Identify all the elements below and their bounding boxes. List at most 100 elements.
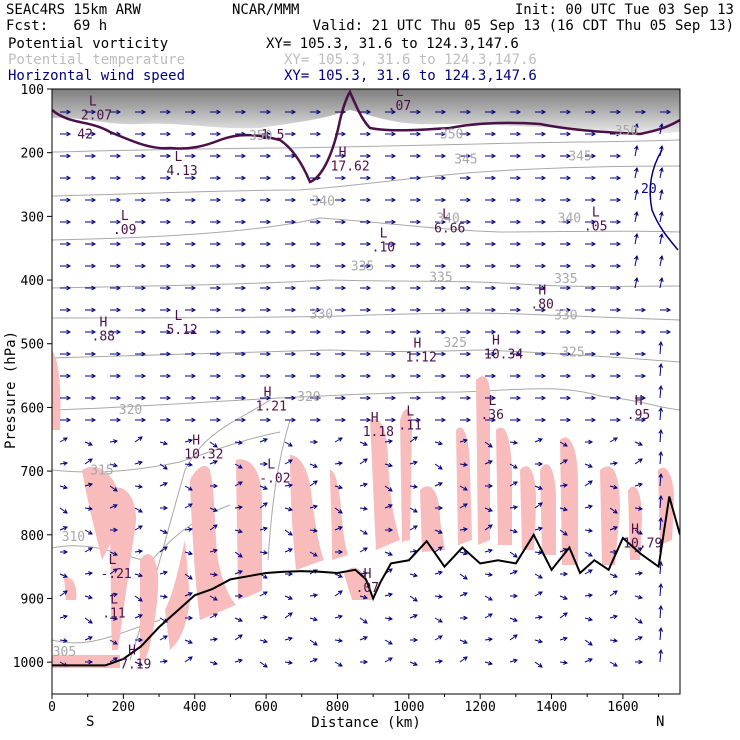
wind-arrow-48: [634, 122, 639, 135]
wind-arrow-513: [384, 551, 393, 556]
extremum-value-16: .05: [584, 219, 607, 234]
wind-arrow-546: [584, 569, 593, 575]
wind-arrow-437: [359, 482, 369, 488]
wind-arrow-195: [560, 263, 572, 269]
wind-arrow-633: [259, 661, 268, 668]
wind-arrow-594: [534, 615, 544, 620]
y-axis-title: Pressure (hPa): [3, 331, 19, 449]
positive-pv-shading-0: [52, 350, 61, 430]
wind-arrow-356: [210, 417, 222, 423]
wind-arrow-4: [160, 109, 172, 115]
wind-arrow-595: [559, 612, 568, 619]
wind-arrow-473: [634, 506, 644, 511]
wind-arrow-311: [335, 373, 347, 379]
wind-arrow-56: [210, 153, 222, 159]
wind-arrow-2: [110, 109, 122, 115]
wind-arrow-269: [535, 329, 547, 335]
wind-arrow-502: [109, 551, 118, 556]
wind-arrow-597: [609, 614, 619, 620]
wind-arrow-544: [534, 573, 543, 579]
wind-arrow-468: [509, 505, 519, 510]
extremum-marker-2: L: [174, 150, 182, 165]
wind-arrow-347: [610, 395, 622, 401]
wind-arrow-565: [434, 594, 444, 599]
wind-arrow-499: [658, 516, 664, 531]
wind-arrow-66: [460, 153, 472, 159]
wind-arrow-449: [658, 472, 664, 487]
wind-arrow-462: [359, 506, 369, 511]
wind-arrow-274: [660, 329, 672, 335]
wind-arrow-285: [310, 351, 322, 357]
wind-arrow-596: [584, 616, 594, 622]
wind-arrow-415: [434, 463, 443, 470]
x-tick-label-5: 1000: [393, 700, 424, 715]
wind-arrow-18: [510, 109, 522, 115]
theta-label-2: 315: [90, 463, 113, 478]
wind-arrow-202: [110, 285, 122, 291]
wind-arrow-167: [485, 241, 497, 247]
wind-arrow-234: [285, 307, 297, 313]
extremum-marker-23: L: [110, 593, 118, 608]
wind-arrow-554: [159, 594, 169, 599]
wind-arrow-164: [410, 241, 422, 247]
wind-arrow-182: [235, 263, 247, 269]
wind-arrow-619: [534, 638, 544, 644]
wind-arrow-180: [185, 263, 197, 269]
wind-arrow-550: [59, 590, 68, 597]
wind-arrow-212: [360, 285, 372, 291]
wind-arrow-530: [184, 573, 193, 580]
wind-speed-contour: [649, 149, 679, 251]
wind-arrow-349: [658, 384, 664, 399]
wind-arrow-637: [360, 659, 369, 665]
wind-arrow-441: [459, 485, 468, 491]
wind-arrow-249: [660, 307, 672, 313]
wind-arrow-242: [485, 307, 497, 313]
wind-arrow-411: [334, 461, 344, 466]
wind-arrow-220: [560, 285, 572, 291]
wind-arrow-104: [160, 197, 172, 203]
wind-arrow-44: [535, 131, 547, 137]
wind-arrow-262: [360, 329, 372, 335]
wind-arrow-163: [385, 241, 397, 247]
wind-arrow-75: [60, 175, 72, 181]
y-tick-label-1: 200: [21, 147, 44, 162]
theta-label-4: 320: [297, 390, 320, 405]
wind-arrow-186: [335, 263, 347, 269]
wind-arrow-244: [535, 307, 547, 313]
wind-arrow-640: [434, 659, 444, 664]
wind-arrow-558: [259, 591, 268, 597]
extremum-value-15: .80: [530, 298, 553, 313]
wind-arrow-77: [110, 175, 122, 181]
wind-arrow-511: [335, 549, 344, 555]
wind-arrow-129: [160, 219, 172, 225]
wind-arrow-626: [85, 659, 94, 665]
wind-arrow-447: [609, 484, 619, 490]
wind-arrow-400: [59, 461, 69, 466]
extremum-value-14: 10.34: [484, 347, 523, 362]
wind-arrow-17: [485, 109, 497, 115]
wind-arrow-636: [334, 661, 343, 667]
wind-arrow-510: [309, 551, 318, 557]
extremum-value-6: 1.21: [256, 400, 287, 415]
extremum-value-22: -.21: [100, 567, 131, 582]
extremum-marker-4: H: [100, 316, 108, 331]
positive-pv-shading-23: [344, 567, 372, 600]
wind-arrow-419: [535, 461, 544, 467]
positive-pv-shading-19: [560, 437, 578, 565]
wind-arrow-341: [460, 395, 472, 401]
wind-arrow-439: [409, 484, 419, 489]
wind-arrow-142: [485, 219, 497, 225]
wind-arrow-72: [610, 153, 622, 159]
wind-arrow-370: [560, 417, 572, 423]
wind-arrow-635: [309, 658, 318, 663]
wind-arrow-413: [384, 462, 394, 468]
wind-arrow-207: [235, 285, 247, 291]
wind-arrow-545: [560, 571, 569, 577]
wind-arrow-280: [185, 351, 197, 357]
wind-arrow-547: [609, 573, 618, 578]
wind-arrow-408: [260, 461, 269, 467]
theta-label-16: 345: [568, 149, 591, 164]
theta-label-8: 330: [554, 309, 577, 324]
wind-arrow-602: [109, 639, 118, 645]
